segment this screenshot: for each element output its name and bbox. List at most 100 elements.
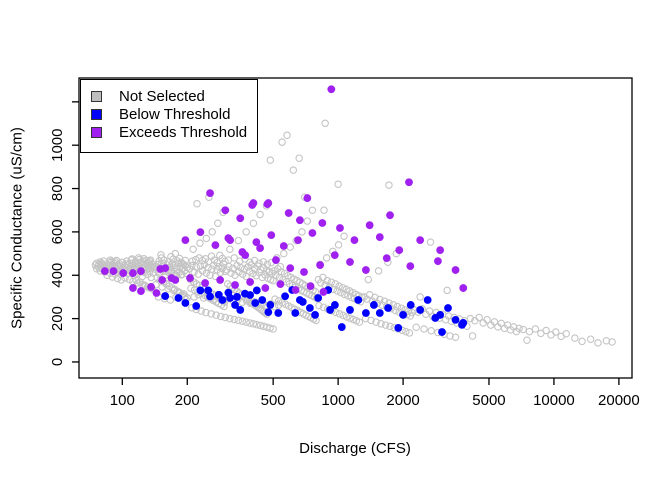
data-point	[370, 301, 378, 309]
data-point	[147, 283, 156, 291]
data-point	[406, 262, 415, 271]
data-point	[201, 279, 210, 287]
data-point	[531, 325, 540, 333]
data-point	[236, 306, 245, 314]
data-point	[181, 299, 190, 307]
data-point	[321, 119, 329, 128]
data-point	[405, 329, 414, 337]
data-point	[266, 324, 274, 332]
data-point	[594, 339, 602, 347]
data-point	[127, 256, 135, 264]
data-point	[336, 224, 344, 232]
data-point	[221, 313, 230, 322]
data-point	[323, 276, 331, 285]
legend-item-label: Below Threshold	[119, 105, 231, 123]
data-point	[188, 261, 196, 270]
data-point	[475, 313, 483, 322]
data-point	[266, 156, 275, 164]
data-point	[178, 270, 186, 278]
data-point	[208, 228, 216, 236]
data-point	[367, 316, 375, 325]
data-point	[174, 294, 183, 302]
legend-swatch-icon	[91, 126, 102, 138]
y-tick-label: 800	[49, 176, 66, 201]
data-point	[294, 236, 302, 245]
data-point	[190, 268, 198, 276]
data-point	[231, 281, 239, 289]
data-point	[420, 325, 428, 333]
data-point	[416, 306, 425, 314]
data-point	[406, 312, 415, 320]
data-point	[412, 323, 420, 332]
data-point	[98, 260, 107, 269]
data-point	[202, 308, 210, 317]
data-point	[268, 269, 276, 277]
data-point	[451, 266, 460, 274]
data-point	[145, 257, 154, 266]
data-point	[177, 258, 186, 267]
x-tick-label: 500	[261, 392, 286, 409]
data-point	[562, 330, 570, 338]
data-point	[608, 338, 616, 346]
data-point	[318, 219, 327, 227]
data-point	[217, 312, 225, 321]
x-tick-label: 10000	[533, 392, 575, 409]
data-point	[306, 282, 315, 290]
data-point	[211, 241, 220, 250]
y-tick-label: 0	[49, 358, 66, 366]
x-tick-label: 2000	[386, 392, 419, 409]
data-point	[238, 298, 246, 307]
data-point	[129, 284, 137, 292]
data-point	[425, 307, 434, 315]
data-point	[171, 276, 180, 284]
data-point	[438, 328, 446, 336]
data-point	[416, 236, 425, 245]
data-point	[117, 276, 126, 284]
legend-swatch-icon	[91, 90, 102, 102]
data-point	[216, 268, 225, 277]
legend-item-label: Not Selected	[119, 87, 205, 105]
data-point	[377, 320, 385, 328]
data-point	[214, 219, 222, 227]
data-point	[333, 287, 341, 295]
data-point	[198, 267, 207, 275]
data-point	[129, 269, 137, 277]
data-point	[256, 321, 265, 330]
data-point	[100, 267, 109, 276]
data-point	[319, 303, 328, 312]
data-point	[242, 228, 250, 236]
x-tick-label: 20000	[598, 392, 640, 409]
data-point	[234, 316, 243, 325]
data-point	[406, 301, 415, 309]
data-point	[234, 236, 243, 245]
data-point	[137, 267, 145, 276]
x-axis-title: Discharge (CFS)	[299, 440, 411, 457]
data-point	[186, 274, 194, 282]
data-point	[251, 299, 260, 307]
data-point	[436, 246, 445, 255]
data-point	[339, 311, 347, 320]
y-tick-label: 600	[49, 219, 66, 244]
data-point	[255, 259, 263, 268]
data-point	[187, 284, 195, 293]
y-tick-label: 1000	[49, 129, 66, 162]
data-point	[416, 293, 424, 301]
x-tick-label: 1000	[321, 392, 354, 409]
data-point	[289, 166, 298, 174]
data-point	[249, 219, 258, 227]
data-point	[113, 274, 122, 283]
data-point	[276, 280, 285, 289]
data-point	[274, 309, 283, 317]
data-point	[206, 292, 214, 301]
data-point	[157, 251, 165, 259]
data-point	[263, 200, 272, 209]
data-point	[230, 315, 238, 324]
data-point	[272, 256, 280, 264]
data-point	[231, 301, 239, 309]
legend-item: Below Threshold	[81, 105, 257, 123]
data-point	[295, 154, 303, 162]
data-point	[578, 337, 586, 346]
data-point	[281, 292, 290, 301]
data-point	[322, 254, 331, 262]
y-axis-title: Specific Conductance (uS/cm)	[8, 127, 26, 329]
